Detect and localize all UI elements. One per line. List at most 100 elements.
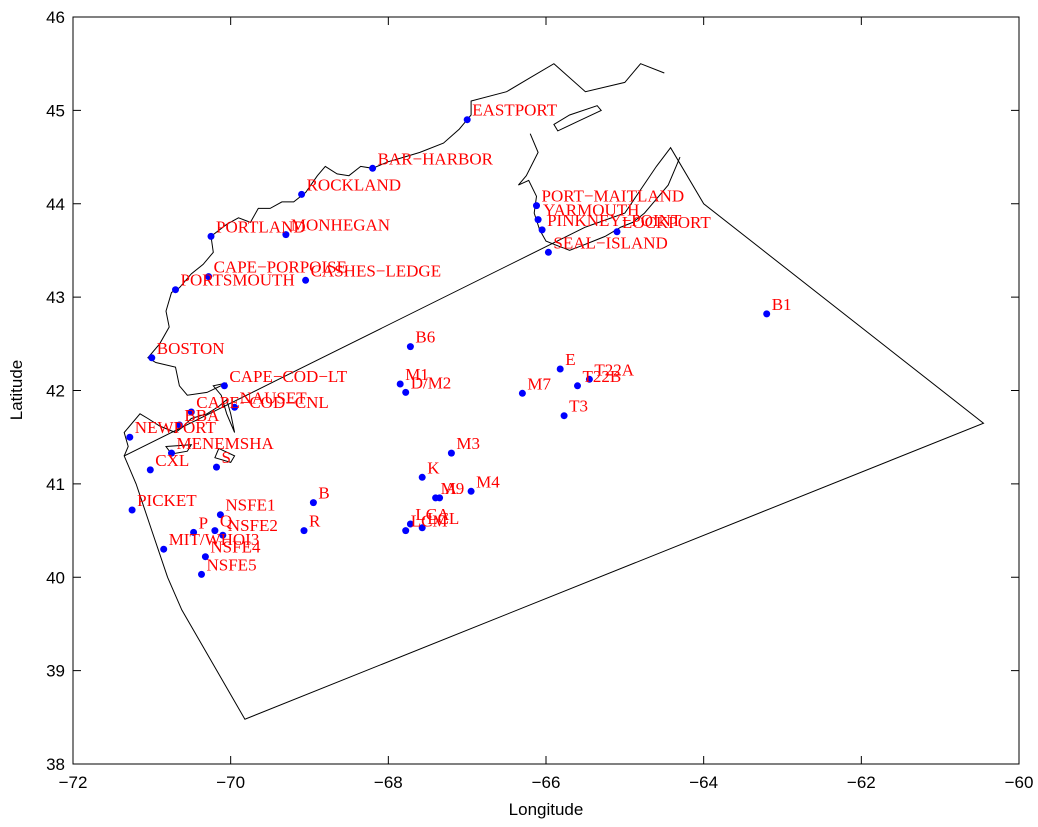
station-label: YARMOUTH xyxy=(543,201,639,220)
x-tick-label: −66 xyxy=(532,773,561,792)
station-point xyxy=(302,276,310,284)
x-tick-label: −60 xyxy=(1005,773,1034,792)
axes: −72 −70 −68 −66 −64 −62 −60 38 39 40 41 42 43 44 45 46 xyxy=(46,8,1033,792)
y-tick-label: 38 xyxy=(46,755,65,774)
station-point xyxy=(220,382,228,390)
station-label: LOCKPORT xyxy=(622,213,711,232)
station-marks xyxy=(126,116,771,578)
station-label: MONHEGAN xyxy=(291,216,390,235)
station-point xyxy=(560,412,568,420)
station-point xyxy=(406,343,414,351)
station-label: R xyxy=(309,512,321,531)
station-point xyxy=(396,380,404,388)
station-point xyxy=(763,310,771,318)
station-label: CAPE−PORPOISE xyxy=(214,258,347,277)
station-label: B1 xyxy=(772,295,792,314)
station-point xyxy=(533,202,540,210)
station-label: T3 xyxy=(569,397,588,416)
station-label: M3 xyxy=(456,434,480,453)
station-point xyxy=(309,499,317,507)
station-point xyxy=(300,527,308,535)
station-point xyxy=(146,466,154,474)
station-point xyxy=(128,506,136,514)
station-labels: EASTPORT BAR−HARBOR ROCKLAND PORTLANDMONHEG… xyxy=(135,101,792,575)
station-label: EASTPORT xyxy=(472,101,558,120)
y-tick-label: 43 xyxy=(46,288,65,307)
coastline-mainland xyxy=(123,63,665,457)
station-label: PICKET xyxy=(137,491,197,510)
station-label: CXL xyxy=(155,451,189,470)
x-axis-title: Longitude xyxy=(509,800,584,819)
station-point xyxy=(172,286,179,294)
station-point xyxy=(406,520,414,528)
station-point xyxy=(463,116,471,124)
station-point xyxy=(418,473,426,481)
station-label: ROCKLAND xyxy=(307,175,401,194)
station-point xyxy=(198,570,205,578)
plot-background xyxy=(73,17,1019,764)
y-axis-title: Latitude xyxy=(7,360,26,421)
station-point xyxy=(216,511,224,519)
x-tick-label: −68 xyxy=(374,773,403,792)
y-tick-label: 40 xyxy=(46,568,65,587)
x-tick-label: −64 xyxy=(689,773,718,792)
station-label: SEAL−ISLAND xyxy=(553,233,667,252)
station-label: MENEMSHA xyxy=(177,434,275,453)
station-point xyxy=(190,528,198,536)
y-tick-label: 39 xyxy=(46,662,65,681)
station-point xyxy=(219,531,227,539)
station-point xyxy=(585,375,593,383)
station-label: A xyxy=(445,479,458,498)
station-label: PORTSMOUTH xyxy=(181,271,295,290)
station-label: B xyxy=(318,484,329,503)
station-point xyxy=(211,527,219,535)
station-label: Q xyxy=(220,512,232,531)
station-label: T22B xyxy=(583,367,622,386)
station-point xyxy=(402,527,410,535)
station-label: NSFE5 xyxy=(207,555,257,574)
station-label: CASHES−LEDGE xyxy=(311,261,441,280)
station-point xyxy=(402,388,410,396)
station-point xyxy=(187,408,195,416)
station-label: NAUSET xyxy=(240,388,308,407)
station-label: NEWPORT xyxy=(135,418,217,437)
domain-boundary xyxy=(123,146,985,720)
station-label: PORT−MAITLAND xyxy=(542,187,685,206)
station-label: BOSTON xyxy=(157,339,225,358)
coastline-channel xyxy=(553,105,603,132)
y-tick-label: 41 xyxy=(46,475,65,494)
station-point xyxy=(160,545,168,553)
station-label: PORTLAND xyxy=(216,217,306,236)
x-tick-label: −62 xyxy=(847,773,876,792)
island-outline xyxy=(214,447,236,463)
y-tick-label: 44 xyxy=(46,195,65,214)
x-tick-label: −70 xyxy=(216,773,245,792)
station-point xyxy=(201,553,209,561)
y-tick-label: 46 xyxy=(46,8,65,27)
station-point xyxy=(538,226,546,234)
station-label: LCL xyxy=(427,509,459,528)
station-point xyxy=(436,494,444,502)
station-point xyxy=(418,524,426,532)
station-label: CAPE−COD−CNL xyxy=(196,393,329,412)
station-label: E xyxy=(565,350,575,369)
station-label: M9 xyxy=(441,479,465,498)
station-point xyxy=(282,231,290,239)
station-label: M4 xyxy=(476,472,500,491)
station-label: T22A xyxy=(594,360,634,379)
station-point xyxy=(298,190,306,198)
station-point xyxy=(518,389,526,397)
y-tick-label: 42 xyxy=(46,382,65,401)
station-label: LCM xyxy=(411,512,448,531)
x-tick-label: −72 xyxy=(59,773,88,792)
station-label: B6 xyxy=(415,328,435,347)
station-point xyxy=(207,232,215,240)
station-point xyxy=(369,164,377,172)
station-point xyxy=(467,487,475,495)
station-point xyxy=(126,433,134,441)
station-label: D/M2 xyxy=(411,373,452,392)
station-label: NSFE1 xyxy=(225,496,275,515)
station-point xyxy=(148,354,156,362)
station-label: NSFE4 xyxy=(210,538,261,557)
map-shapes xyxy=(123,63,985,720)
